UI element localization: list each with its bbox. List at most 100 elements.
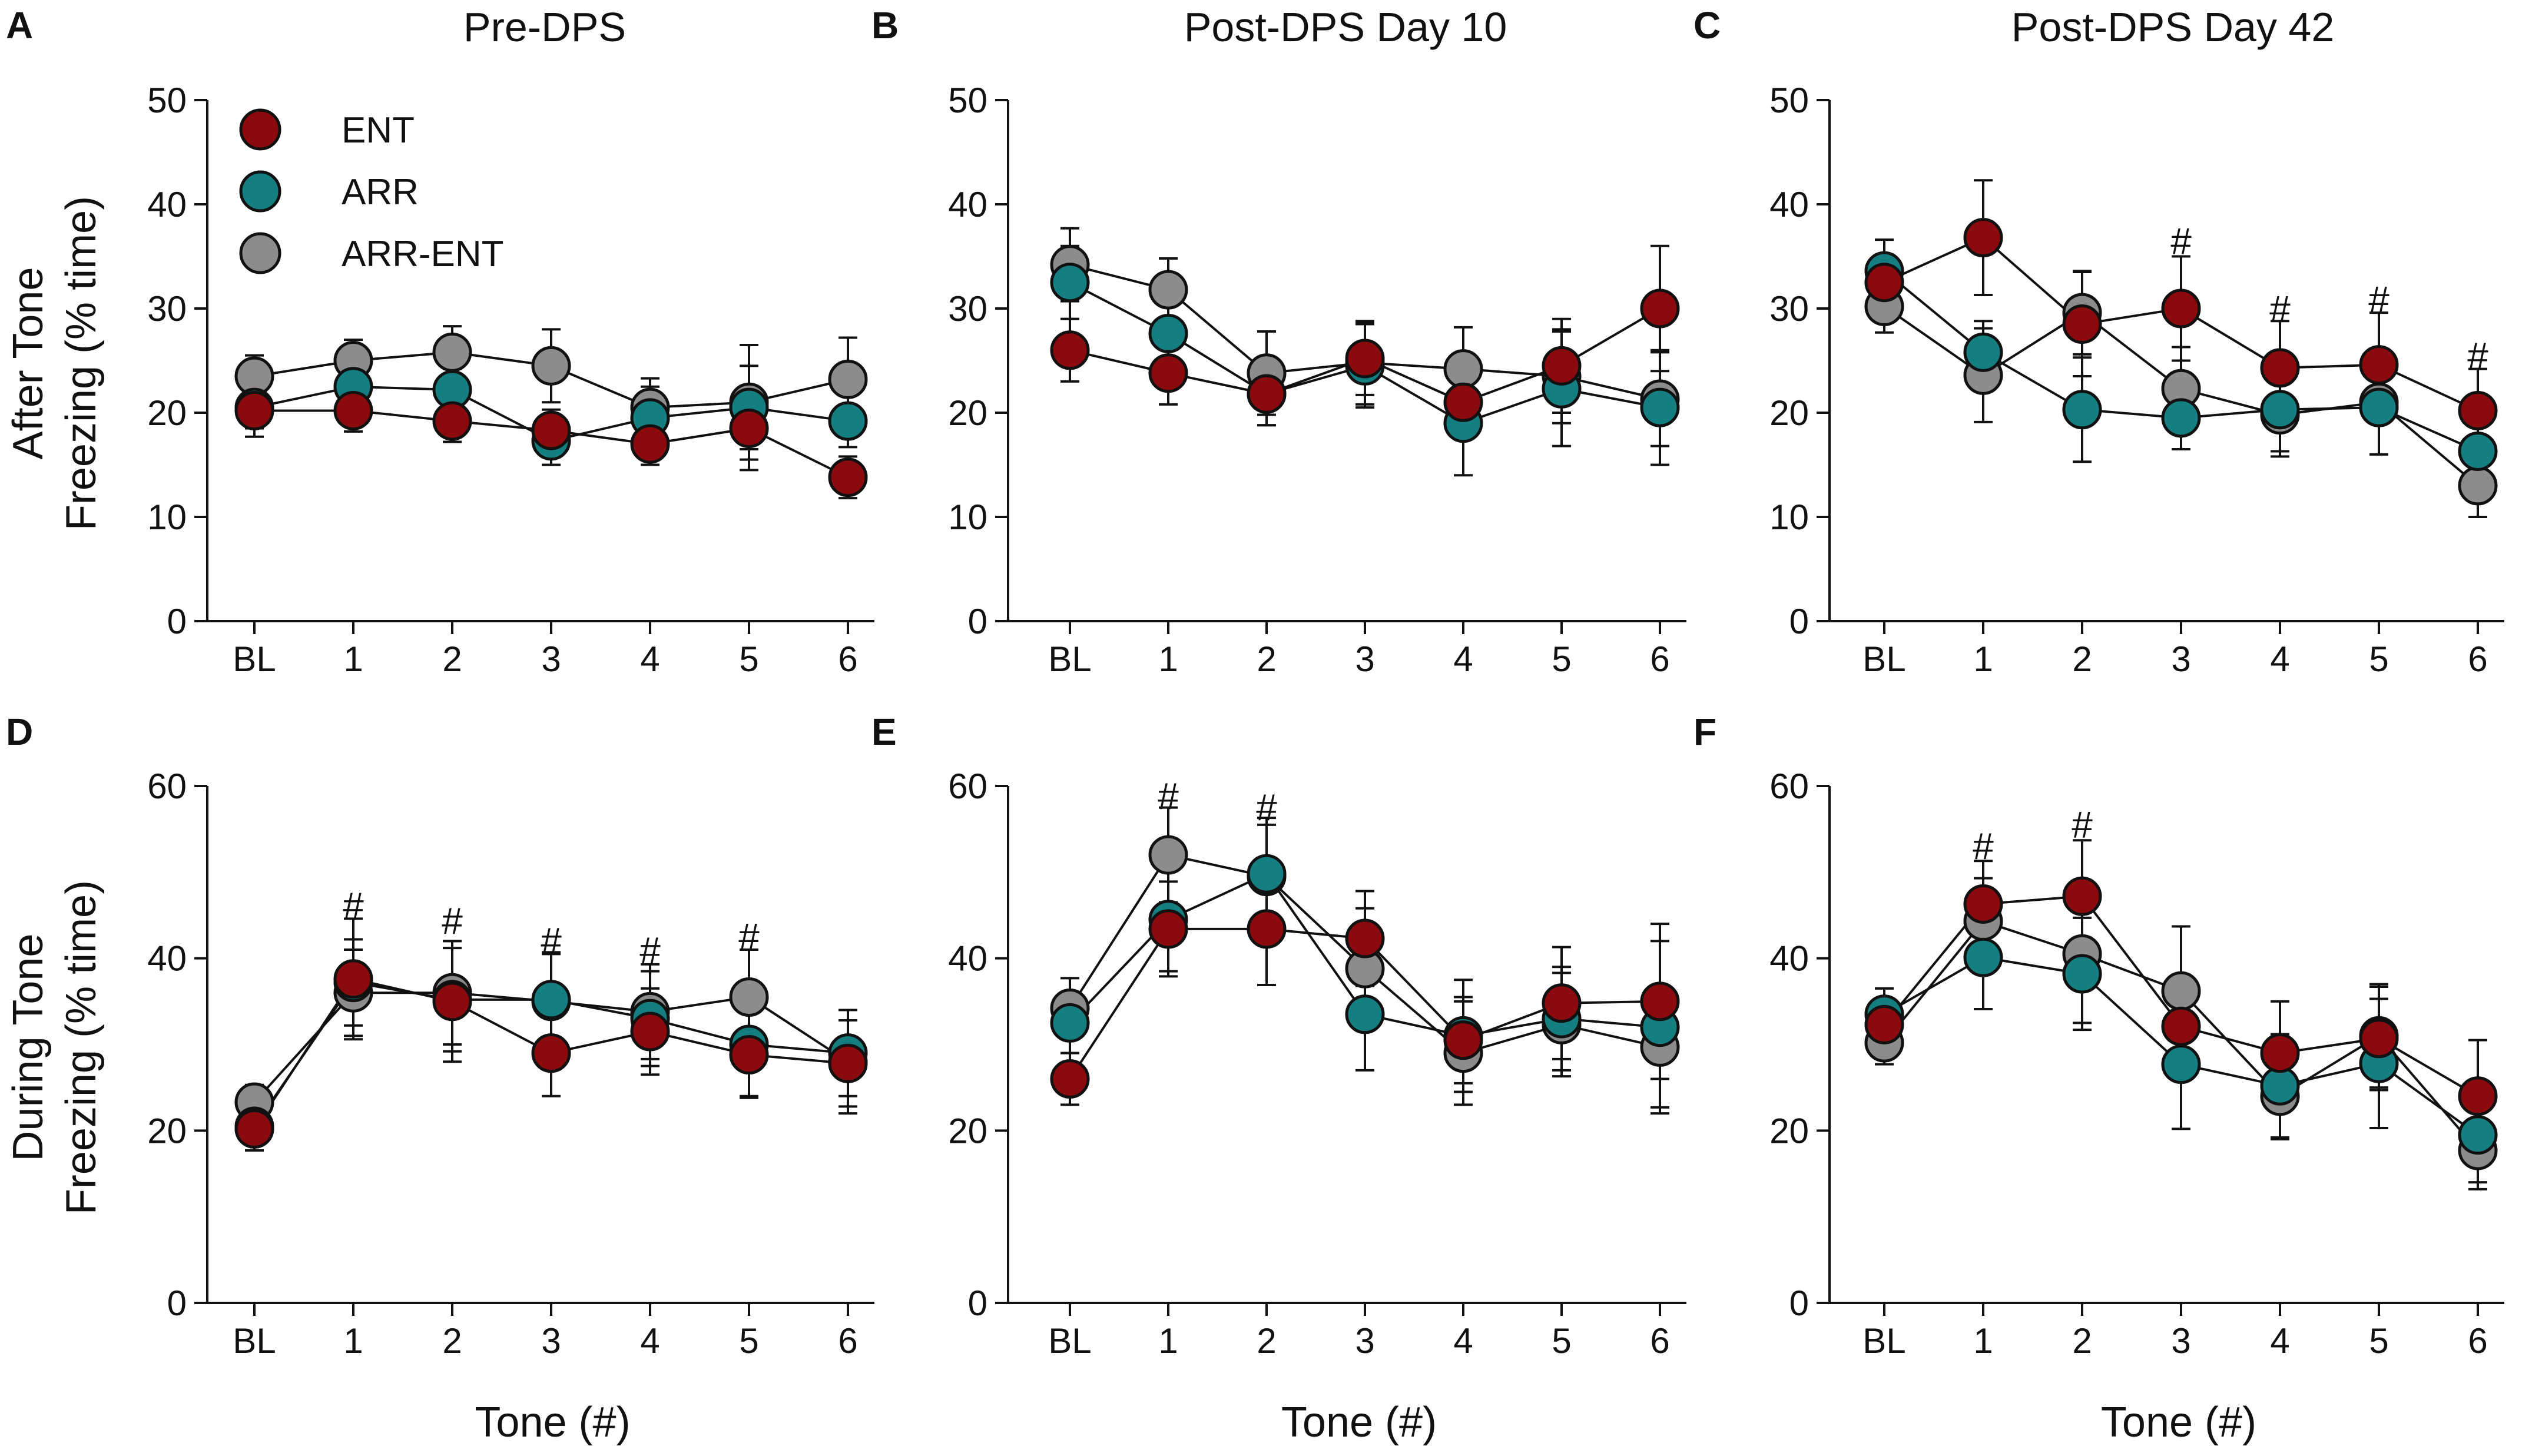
- data-point-ent: [2458, 1076, 2498, 1116]
- y-tick-label: 40: [147, 185, 187, 224]
- data-point-ent: [234, 390, 274, 430]
- data-point-ent: [2458, 390, 2498, 430]
- significance-marker: #: [343, 884, 364, 927]
- y-tick-label: 40: [1769, 939, 1809, 979]
- significance-marker: #: [1973, 825, 1994, 867]
- y-tick-label: 10: [147, 498, 187, 537]
- data-point-arr-ent: [2161, 971, 2201, 1011]
- y-tick-label: 20: [948, 1111, 987, 1150]
- x-tick-label: 3: [2171, 1321, 2190, 1361]
- y-tick-label: 20: [1769, 393, 1809, 433]
- data-point-ent: [333, 959, 373, 999]
- data-point-arr-ent: [531, 346, 571, 386]
- x-tick-label: 2: [442, 1321, 462, 1361]
- panel-d: D 0 20 40 60 BL 1 2 3 4 5 6 Tone (#) # # # # #: [6, 711, 874, 1446]
- y-tick-label: 50: [147, 81, 187, 120]
- panel-letter: F: [1693, 711, 1716, 753]
- data-point-ent: [2359, 1019, 2399, 1059]
- significance-marker: #: [639, 929, 661, 971]
- y-tick-label: 60: [1769, 767, 1809, 806]
- y-tick-label: 0: [1789, 1283, 1809, 1323]
- x-tick-label: BL: [1048, 639, 1091, 679]
- data-point-arr-ent: [432, 332, 472, 372]
- panel-c: C Post-DPS Day 42 0 10 20 30 40 50 BL 1 2 3 4 5 6 # # # #: [1693, 4, 2504, 679]
- x-tick-label: BL: [233, 1321, 276, 1361]
- x-tick-label: 6: [1650, 1321, 1669, 1361]
- x-tick-label: BL: [1862, 639, 1905, 679]
- data-point-ent: [1864, 263, 1904, 303]
- x-tick-label: 3: [541, 1321, 561, 1361]
- x-tick-label: 4: [2270, 1321, 2289, 1361]
- data-point-arr: [1050, 263, 1090, 303]
- significance-marker: #: [1158, 775, 1179, 818]
- data-point-arr-ent: [1148, 270, 1188, 310]
- significance-marker: #: [442, 900, 463, 943]
- y-tick-label: 50: [1769, 81, 1809, 120]
- data-point-ent: [1542, 983, 1582, 1023]
- data-point-arr: [1050, 1003, 1090, 1043]
- y-tick-label: 20: [147, 1111, 187, 1150]
- panel-title: Post-DPS Day 42: [2011, 4, 2335, 50]
- y-tick-label: 20: [1769, 1111, 1809, 1150]
- x-tick-label: 1: [1973, 1321, 1993, 1361]
- x-tick-label: 6: [2468, 1321, 2487, 1361]
- x-tick-label: 6: [1650, 639, 1669, 679]
- x-tick-label: 5: [1552, 1321, 1571, 1361]
- y-tick-label: 0: [167, 1283, 187, 1323]
- significance-marker: #: [2170, 220, 2192, 263]
- x-tick-label: 5: [739, 639, 758, 679]
- data-point-arr-ent: [729, 977, 769, 1017]
- x-tick-label: 2: [2072, 639, 2092, 679]
- significance-marker: #: [2269, 288, 2291, 330]
- panel-title: Post-DPS Day 10: [1184, 4, 1507, 50]
- y-tick-label: 0: [968, 602, 987, 641]
- data-point-arr: [2062, 954, 2102, 994]
- data-point-ent: [2359, 345, 2399, 385]
- x-tick-label: BL: [233, 639, 276, 679]
- panel-letter: E: [871, 711, 897, 753]
- data-point-ent: [432, 401, 472, 441]
- data-point-ent: [432, 981, 472, 1021]
- legend-label-ent: ENT: [342, 110, 415, 151]
- significance-marker: #: [2467, 335, 2488, 377]
- row2-ylabel-line2: Freezing (% time): [58, 880, 105, 1215]
- data-point-ent: [1963, 884, 2003, 924]
- x-tick-label: 4: [1453, 1321, 1473, 1361]
- x-tick-label: 3: [541, 639, 561, 679]
- x-tick-label: BL: [1048, 1321, 1091, 1361]
- row1-ylabel-line1: After Tone: [5, 267, 52, 460]
- x-tick-label: 2: [442, 639, 462, 679]
- x-tick-label: 4: [2270, 639, 2289, 679]
- data-point-arr: [1148, 313, 1188, 353]
- data-point-arr: [2359, 387, 2399, 427]
- panel-title: Pre-DPS: [463, 4, 626, 50]
- x-tick-label: 6: [838, 1321, 857, 1361]
- data-point-ent: [630, 1011, 670, 1052]
- y-tick-label: 30: [948, 289, 987, 329]
- legend-marker-ent: [239, 108, 281, 151]
- data-point-ent: [2260, 348, 2300, 388]
- x-tick-label: 1: [1158, 639, 1178, 679]
- x-axis-label: Tone (#): [475, 1399, 630, 1446]
- x-tick-label: 6: [2468, 639, 2487, 679]
- x-tick-label: 2: [1257, 1321, 1276, 1361]
- data-point-ent: [2260, 1033, 2300, 1073]
- data-point-arr: [2062, 390, 2102, 430]
- data-point-ent: [1345, 339, 1385, 379]
- data-point-ent: [729, 409, 769, 449]
- y-tick-label: 60: [147, 767, 187, 806]
- data-point-arr: [1247, 854, 1287, 894]
- panel-letter: B: [871, 4, 899, 47]
- data-point-arr-ent: [1148, 835, 1188, 875]
- data-point-ent: [1148, 353, 1188, 393]
- x-tick-label: 5: [1552, 639, 1571, 679]
- data-point-ent: [531, 1033, 571, 1073]
- data-point-arr: [1640, 387, 1680, 427]
- x-tick-label: 4: [640, 639, 659, 679]
- data-point-arr: [2161, 398, 2201, 438]
- data-point-ent: [1864, 1004, 1904, 1044]
- y-tick-label: 20: [147, 393, 187, 433]
- data-point-ent: [1148, 909, 1188, 949]
- data-point-ent: [2062, 876, 2102, 916]
- y-tick-label: 0: [968, 1283, 987, 1323]
